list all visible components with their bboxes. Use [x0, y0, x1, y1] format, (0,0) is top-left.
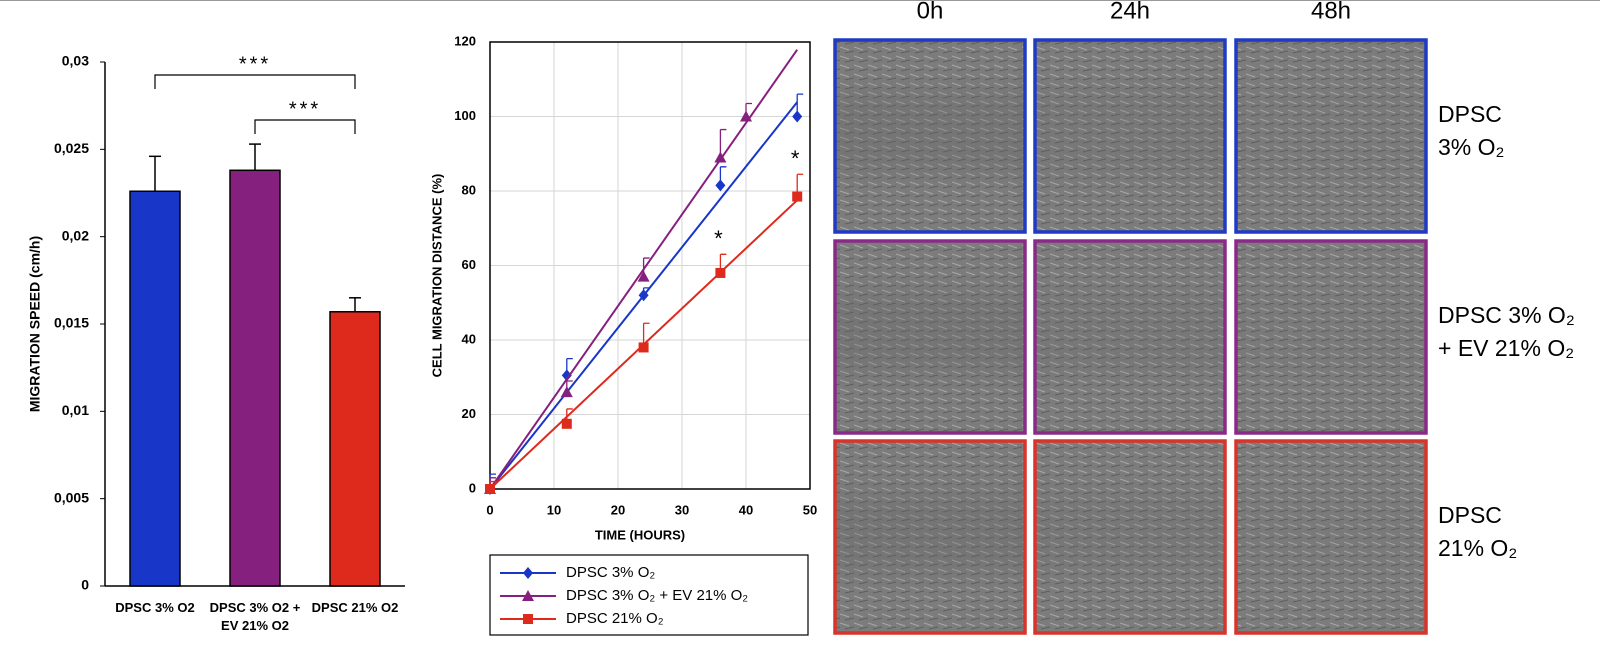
y-axis-label: CELL MIGRATION DISTANCE (%)	[429, 174, 444, 378]
x-tick-label: 20	[611, 502, 625, 517]
significance-bracket	[154, 74, 356, 89]
row-label: DPSC 3% O₂	[1438, 302, 1575, 328]
x-axis-label: TIME (HOURS)	[595, 527, 685, 542]
y-tick-label: 100	[454, 108, 476, 123]
marker	[637, 270, 650, 282]
scratch-gap	[837, 475, 1023, 591]
y-tick-label: 0,01	[62, 402, 89, 418]
y-tick-label: 20	[462, 406, 476, 421]
marker	[561, 418, 572, 429]
scratch-gap	[1037, 74, 1223, 190]
marker	[561, 369, 572, 382]
x-tick-label: DPSC 3% O2	[115, 600, 195, 615]
y-tick-label: 60	[462, 257, 476, 272]
legend-label: DPSC 3% O₂	[566, 564, 655, 581]
marker	[638, 289, 649, 302]
annotation: ***	[289, 98, 321, 120]
marker	[715, 267, 726, 278]
annotation: ***	[239, 53, 271, 75]
bar	[129, 190, 181, 587]
significance-bracket	[254, 119, 356, 134]
y-tick-label: 0,025	[54, 140, 89, 156]
scratch-gap	[1037, 275, 1223, 391]
scratch-gap	[1238, 275, 1424, 391]
bar	[329, 311, 381, 587]
row-label: DPSC	[1438, 101, 1502, 127]
row-label: 21% O₂	[1438, 535, 1517, 561]
annotation: *	[714, 226, 723, 251]
row-label: + EV 21% O₂	[1438, 335, 1574, 361]
scratch-gap	[837, 275, 1023, 391]
column-header: 0h	[917, 0, 944, 24]
marker	[792, 110, 803, 123]
scratch-gap	[1238, 475, 1424, 591]
marker	[522, 590, 534, 601]
marker	[560, 386, 573, 398]
y-axis-label: MIGRATION SPEED (cm/h)	[27, 236, 43, 412]
y-tick-label: 0	[469, 480, 476, 495]
column-header: 24h	[1110, 0, 1150, 24]
marker	[523, 614, 533, 624]
bar	[229, 169, 281, 587]
x-tick-label: 50	[803, 502, 817, 517]
x-tick-label: DPSC 3% O2 + EV 21% O2	[209, 600, 301, 633]
marker	[715, 179, 726, 192]
x-tick-label: 30	[675, 502, 689, 517]
y-tick-label: 0	[81, 577, 89, 593]
y-tick-label: 80	[462, 182, 476, 197]
scratch-gap	[1238, 74, 1424, 190]
annotation: *	[791, 146, 800, 171]
x-tick-label: 0	[486, 502, 493, 517]
x-tick-label: 40	[739, 502, 753, 517]
y-tick-label: 0,02	[62, 227, 89, 243]
scratch-gap	[1037, 475, 1223, 591]
y-tick-label: 120	[454, 33, 476, 48]
x-tick-label: DPSC 21% O2	[311, 600, 399, 615]
row-label: 3% O₂	[1438, 134, 1504, 160]
marker	[792, 191, 803, 202]
plot-frame	[489, 41, 811, 490]
marker	[714, 151, 727, 163]
y-tick-label: 0,005	[54, 489, 89, 505]
marker	[523, 567, 533, 579]
legend-label: DPSC 21% O₂	[566, 610, 664, 627]
marker	[638, 342, 649, 353]
marker	[740, 110, 752, 122]
row-label: DPSC	[1438, 502, 1502, 528]
column-header: 48h	[1311, 0, 1351, 24]
y-tick-label: 40	[462, 331, 476, 346]
y-tick-label: 0,015	[54, 315, 89, 331]
y-tick-label: 0,03	[62, 53, 89, 69]
x-tick-label: 10	[547, 502, 561, 517]
marker	[485, 484, 495, 494]
legend-label: DPSC 3% O₂ + EV 21% O₂	[566, 587, 748, 604]
scratch-gap	[837, 74, 1023, 190]
